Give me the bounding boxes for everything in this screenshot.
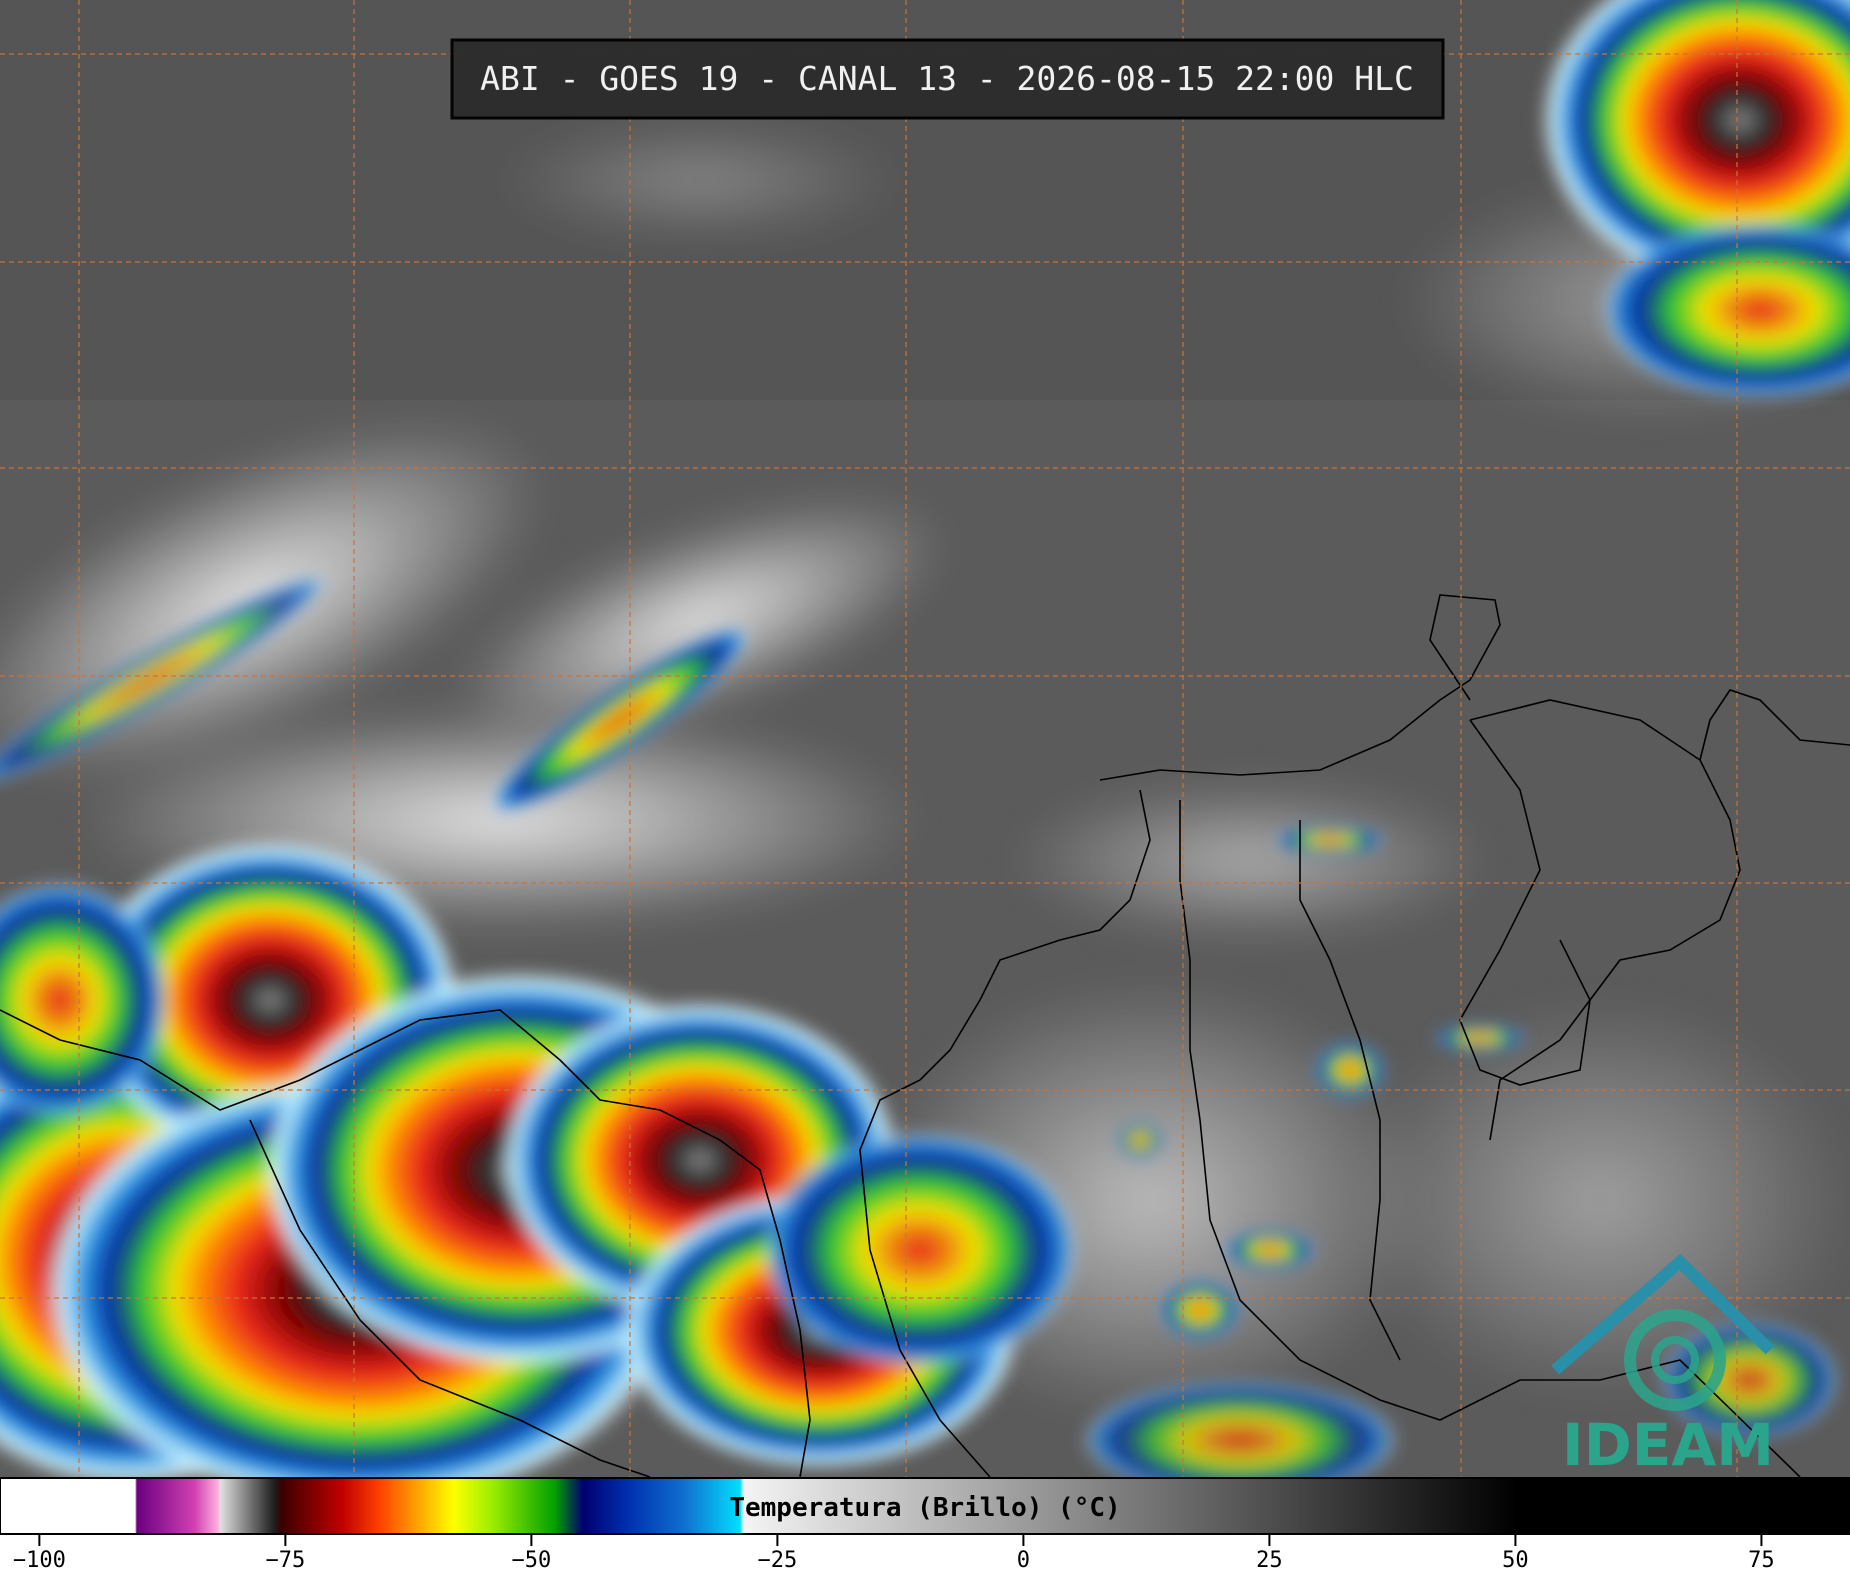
tick-label: −25 bbox=[758, 1548, 798, 1573]
colorbar bbox=[0, 1477, 1850, 1535]
tick-label: 0 bbox=[1017, 1548, 1030, 1573]
imagery: IDEAM bbox=[0, 0, 1850, 1479]
tick-label: −75 bbox=[265, 1548, 305, 1573]
logo-text: IDEAM bbox=[1562, 1411, 1774, 1479]
title-box: ABI - GOES 19 - CANAL 13 - 2026-08-15 22… bbox=[450, 38, 1445, 120]
colorbar-ticks: −100 −75 −50 −25 0 25 50 75 bbox=[13, 1534, 1775, 1573]
lat-lon-grid bbox=[0, 0, 1850, 1477]
tick-label: −50 bbox=[512, 1548, 552, 1573]
title: ABI - GOES 19 - CANAL 13 - 2026-08-15 22… bbox=[480, 59, 1414, 98]
tick-label: 75 bbox=[1748, 1548, 1775, 1573]
tick-label: −100 bbox=[13, 1548, 66, 1573]
tick-label: 25 bbox=[1256, 1548, 1283, 1573]
tick-label: 50 bbox=[1502, 1548, 1529, 1573]
colorbar-label: Temperatura (Brillo) (°C) bbox=[729, 1493, 1120, 1523]
ideam-logo: IDEAM bbox=[1551, 1253, 1775, 1479]
coastlines bbox=[0, 594, 1850, 1477]
